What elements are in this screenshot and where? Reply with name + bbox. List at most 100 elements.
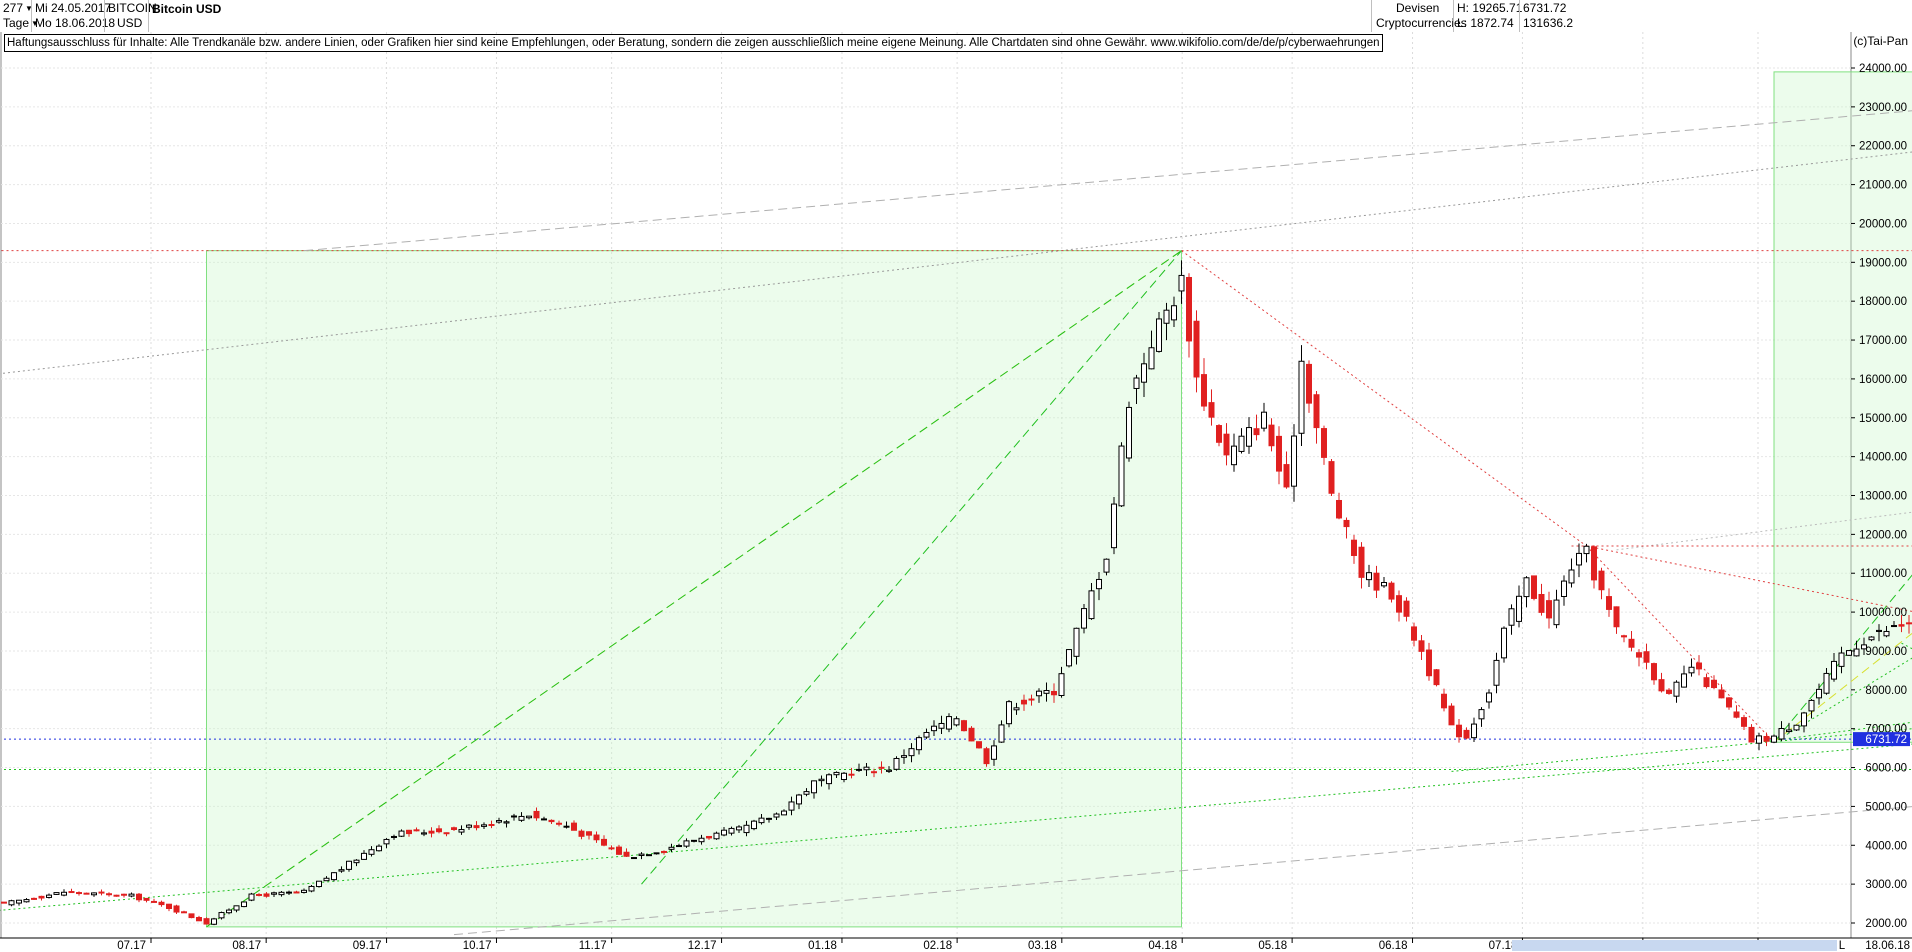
- candle-body: [593, 834, 600, 841]
- candle-body: [1516, 595, 1522, 622]
- candle-body: [248, 893, 255, 901]
- y-tick-label: 22000.00: [1859, 141, 1907, 153]
- candle-body: [923, 731, 930, 738]
- candle-body: [1726, 697, 1732, 708]
- y-tick-label: 5000.00: [1865, 801, 1907, 813]
- candle-body: [113, 894, 120, 897]
- candle-body: [1366, 572, 1372, 581]
- candle-body: [518, 815, 525, 821]
- candle-body: [1666, 689, 1672, 694]
- candle-body: [1786, 729, 1792, 733]
- high-value: H: 19265.71: [1457, 1, 1523, 15]
- candle-body: [1838, 652, 1845, 667]
- candle-body: [833, 771, 840, 776]
- candle-body: [811, 780, 817, 794]
- candle-body: [1568, 569, 1575, 584]
- candle-body: [1681, 673, 1687, 688]
- candle-body: [1103, 558, 1110, 573]
- candle-body: [1418, 640, 1425, 652]
- candle-body: [1306, 363, 1312, 404]
- low-value: L: 1872.74: [1457, 16, 1514, 30]
- last-price-marker: [1853, 732, 1910, 747]
- candle-body: [1051, 690, 1057, 696]
- symbol-line2: USD: [117, 16, 143, 30]
- candle-body: [1538, 594, 1545, 613]
- y-tick-label: 3000.00: [1865, 879, 1907, 891]
- candle-body: [1133, 377, 1140, 389]
- x-tick-label: 04.18: [1148, 940, 1177, 952]
- candle-body: [1201, 374, 1207, 407]
- copyright-label: (c)Tai-Pan: [1853, 34, 1908, 48]
- x-tick-label: 02.18: [923, 940, 952, 952]
- candle-body: [616, 846, 622, 855]
- candle-body: [623, 851, 630, 857]
- candle-body: [796, 794, 802, 805]
- candle-body: [1283, 464, 1290, 488]
- candle-body: [961, 720, 967, 732]
- candle-body: [166, 903, 172, 909]
- candle-body: [826, 774, 832, 785]
- candle-body: [728, 827, 735, 834]
- candle-body: [1186, 276, 1192, 342]
- candle-body: [1231, 445, 1237, 466]
- candle-body: [1381, 582, 1387, 587]
- disclaimer-box: Haftungsausschluss für Inhalte: Alle Tre…: [4, 34, 1383, 52]
- trend-line: [1586, 545, 1775, 743]
- x-axis[interactable]: 07.17 08.17 09.17 10.17 11.17 12.17 01.18 02.18…: [0, 937, 1912, 952]
- candle-body: [413, 829, 420, 832]
- bar-count-selector[interactable]: 277 ▼: [3, 1, 33, 15]
- candle-body: [526, 815, 532, 819]
- candle-body: [586, 831, 592, 836]
- candle-body: [301, 889, 307, 893]
- candle-body: [736, 826, 742, 831]
- candle-body: [1771, 735, 1777, 743]
- y-tick-label: 11000.00: [1860, 568, 1907, 580]
- y-tick-label: 2000.00: [1865, 918, 1907, 930]
- candle-body: [1816, 688, 1822, 699]
- candle-body: [668, 846, 675, 850]
- candle-body: [158, 901, 165, 906]
- candle-body: [1643, 651, 1650, 663]
- y-tick-label: 15000.00: [1859, 413, 1907, 425]
- candle-body: [1006, 701, 1012, 725]
- scrollbar-track: [1512, 940, 1837, 951]
- candle-body: [1388, 582, 1395, 600]
- price-chart[interactable]: 2000.003000.004000.005000.006000.007000.…: [0, 32, 1912, 952]
- candle-body: [1358, 546, 1365, 578]
- candle-body: [106, 893, 112, 896]
- candle-body: [503, 821, 510, 824]
- candle-body: [946, 716, 952, 730]
- y-tick-label: 24000.00: [1859, 63, 1907, 75]
- candle-body: [1591, 546, 1597, 581]
- x-tick-label: 03.18: [1028, 940, 1057, 952]
- candle-body: [691, 839, 697, 842]
- candle-body: [766, 817, 772, 820]
- x-tick-label: 11.17: [579, 940, 607, 952]
- candle-body: [1606, 596, 1612, 610]
- candle-body: [1028, 698, 1035, 701]
- candle-body: [1846, 650, 1852, 656]
- candle-body: [1148, 347, 1155, 370]
- candle-body: [1178, 274, 1185, 292]
- candle-body: [1126, 406, 1132, 459]
- candle-body: [1493, 659, 1500, 686]
- candle-body: [1081, 608, 1087, 629]
- candle-body: [353, 859, 360, 864]
- candle-body: [743, 824, 750, 834]
- candle-body: [1193, 320, 1200, 378]
- candle-body: [541, 818, 547, 821]
- candle-body: [901, 755, 907, 758]
- candle-body: [383, 838, 390, 845]
- candle-body: [38, 895, 45, 899]
- candle-body: [1576, 552, 1582, 566]
- candle-body: [1088, 590, 1095, 620]
- candle-body: [878, 766, 885, 769]
- x-tick-label: 05.18: [1258, 940, 1287, 952]
- candle-body: [1171, 305, 1177, 321]
- x-tick-label: 07.18: [1489, 940, 1518, 952]
- candle-body: [1823, 672, 1830, 694]
- candle-body: [1163, 309, 1170, 324]
- candle-body: [1763, 735, 1770, 742]
- y-tick-label: 12000.00: [1859, 529, 1907, 541]
- period-selector[interactable]: Tage ▼: [3, 16, 39, 30]
